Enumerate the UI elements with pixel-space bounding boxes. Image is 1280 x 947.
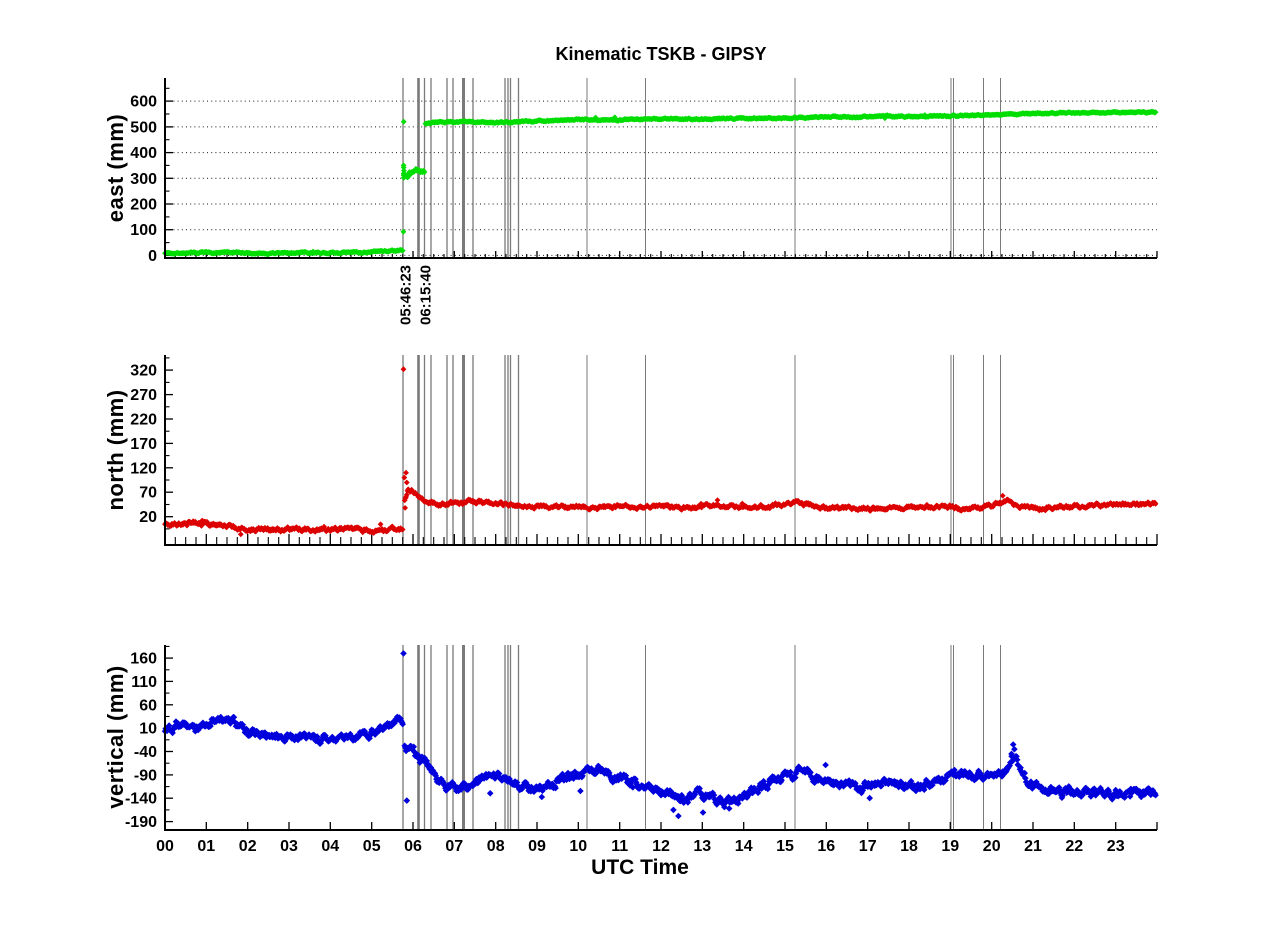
x-tick-label: 03	[280, 838, 298, 855]
x-tick-label: 18	[900, 838, 918, 855]
y-tick-label: 400	[130, 145, 157, 162]
y-tick-label: 120	[130, 460, 157, 477]
x-tick-label: 13	[693, 838, 711, 855]
event-time-annotation-2: 06:15:40	[417, 264, 435, 326]
y-tick-label: 60	[139, 697, 157, 714]
y-tick-label: 220	[130, 412, 157, 429]
x-tick-label: 00	[156, 838, 174, 855]
x-tick-label: 09	[528, 838, 546, 855]
vertical-series	[161, 650, 1159, 820]
x-tick-label: 11	[611, 838, 628, 855]
x-tick-label: 07	[445, 838, 463, 855]
x-tick-label: 23	[1107, 838, 1125, 855]
y-tick-label: 170	[130, 436, 157, 453]
chart-title: Kinematic TSKB - GIPSY	[555, 44, 767, 64]
y-axis-label-vertical: vertical (mm)	[103, 665, 128, 809]
x-tick-label: 22	[1065, 838, 1083, 855]
x-tick-label: 17	[859, 838, 877, 855]
y-tick-label: 0	[148, 248, 157, 265]
y-tick-label: 500	[130, 119, 157, 136]
subplot-vertical: -190 -140 -90 -40 10 60 110 160 00 01 02 03 04 05 06 07…	[125, 645, 1159, 855]
x-tick-label: 15	[776, 838, 794, 855]
x-tick-label: 20	[983, 838, 1001, 855]
y-tick-label: -190	[125, 814, 157, 831]
x-axis-label: UTC Time	[591, 856, 689, 879]
event-time-annotation-1: 05:46:23	[397, 264, 415, 326]
x-tick-label: 14	[735, 838, 753, 855]
y-axis-label-east: east (mm)	[103, 113, 128, 223]
y-tick-label: -40	[134, 744, 157, 761]
subplot-east: 0 100 200 300 400 500 600	[130, 78, 1159, 265]
x-tick-label: 05	[363, 838, 381, 855]
y-tick-label: 110	[131, 674, 157, 691]
x-tick-label: 21	[1024, 838, 1042, 855]
x-tick-label: 19	[941, 838, 959, 855]
y-tick-label: 10	[139, 721, 157, 738]
x-tick-label: 12	[652, 838, 670, 855]
y-tick-label: 600	[130, 94, 157, 111]
east-series	[162, 108, 1159, 258]
y-tick-label: 20	[139, 509, 157, 526]
y-tick-label: 320	[130, 363, 157, 380]
y-tick-label: 70	[139, 485, 157, 502]
y-tick-label: 160	[130, 651, 157, 668]
y-tick-label: 100	[130, 222, 157, 239]
subplot-north: 20 70 120 170 220 270 320	[130, 355, 1159, 546]
x-tick-label: 16	[817, 838, 835, 855]
x-tick-label: 02	[239, 838, 257, 855]
x-tick-label: 01	[197, 838, 215, 855]
x-tick-label: 04	[321, 838, 339, 855]
y-axis-label-north: north (mm)	[103, 389, 128, 511]
y-tick-label: -140	[125, 791, 157, 808]
y-tick-label: 200	[130, 197, 157, 214]
x-tick-label: 10	[569, 838, 587, 855]
x-tick-label: 08	[487, 838, 505, 855]
north-series	[162, 366, 1159, 538]
y-tick-label: 270	[130, 387, 157, 404]
y-tick-label: 300	[130, 171, 157, 188]
x-tick-label: 06	[404, 838, 422, 855]
y-tick-label: -90	[134, 767, 157, 784]
